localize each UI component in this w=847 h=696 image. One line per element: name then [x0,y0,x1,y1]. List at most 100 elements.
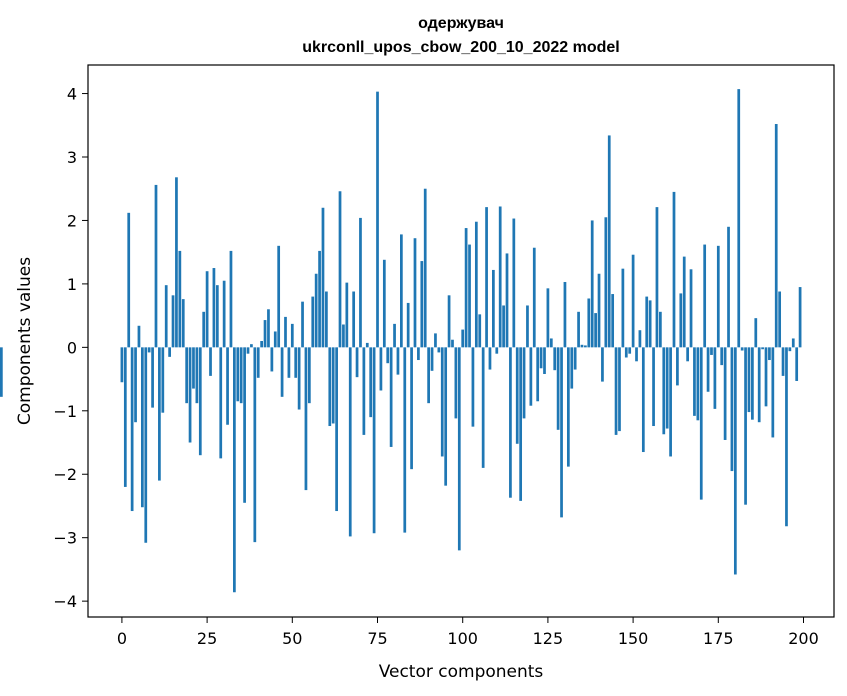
bar [485,207,488,348]
bar [791,338,795,348]
bar [665,347,669,429]
bar [751,347,754,420]
bar [382,259,386,348]
bar [369,347,373,418]
bar [212,268,216,348]
x-tick-label: 200 [788,629,819,648]
bar [185,347,189,404]
bar [304,347,308,491]
bar [536,347,540,402]
y-tick-label: 3 [67,148,77,167]
bar [761,347,764,350]
bar [181,299,185,348]
x-tick-label: 0 [117,629,127,648]
bar [539,347,543,369]
bar [342,324,345,348]
bar [195,347,199,404]
bar [290,323,294,348]
bar [144,347,148,543]
bar [457,347,461,551]
bar [301,301,304,348]
bar [215,285,219,348]
bar [178,250,182,348]
bar [689,269,693,348]
bar [434,333,437,348]
chart-subtitle: ukrconll_upos_cbow_200_10_2022 model [302,39,619,56]
bar [263,320,267,348]
bar [754,318,758,348]
bar [0,347,3,397]
bar [430,347,434,371]
bar [529,347,533,406]
bar [785,347,788,527]
bar [277,245,281,348]
bar [764,347,768,407]
x-tick-label: 75 [367,629,387,648]
bar [331,347,335,424]
bar [730,347,734,472]
bar [372,347,376,534]
bar [563,281,567,348]
bar [379,347,383,391]
bar [236,347,240,402]
y-axis-label: Components values [15,257,35,425]
bar [621,268,625,348]
bar [553,347,557,371]
bar [570,347,574,389]
y-tick-label: 1 [67,275,77,294]
bar [611,294,615,348]
bar [260,341,263,348]
bar [253,347,257,543]
bar [209,347,212,376]
bar [618,347,621,432]
bar [532,247,536,348]
bar [297,347,301,410]
bar [454,347,458,419]
bar [219,347,223,459]
bar [573,347,577,370]
y-tick-label: −2 [53,465,77,484]
bar [311,296,315,348]
bar [127,212,131,348]
bar [740,347,744,351]
bar [362,347,366,435]
bar [641,347,645,453]
bar [733,347,737,575]
bar [737,89,741,348]
bar [495,347,499,354]
bar [239,347,243,404]
bar [590,220,594,348]
bar [519,347,523,501]
bar [788,347,792,352]
bar [655,207,659,348]
bar [682,256,686,348]
bar [403,347,407,533]
bar [502,305,505,348]
bar [147,347,151,353]
y-tick-label: −4 [53,592,77,611]
bar [768,347,771,361]
bar [601,347,604,382]
bar [151,347,154,408]
bar [727,226,730,348]
bar [488,347,492,370]
bar [515,347,519,444]
bar [580,344,584,348]
bar [417,347,420,361]
bar [171,295,175,348]
bar [556,347,560,430]
x-tick-label: 175 [703,629,734,648]
bar [233,347,236,593]
bar [468,244,471,348]
y-tick-label: 2 [67,211,77,230]
bar [676,347,679,386]
bar [406,302,410,348]
bar [294,347,298,378]
bar [134,347,137,423]
bar [492,269,495,348]
bar [795,347,799,381]
bar [328,347,332,427]
bar [587,298,591,348]
bar [686,347,689,362]
bar [267,309,270,348]
